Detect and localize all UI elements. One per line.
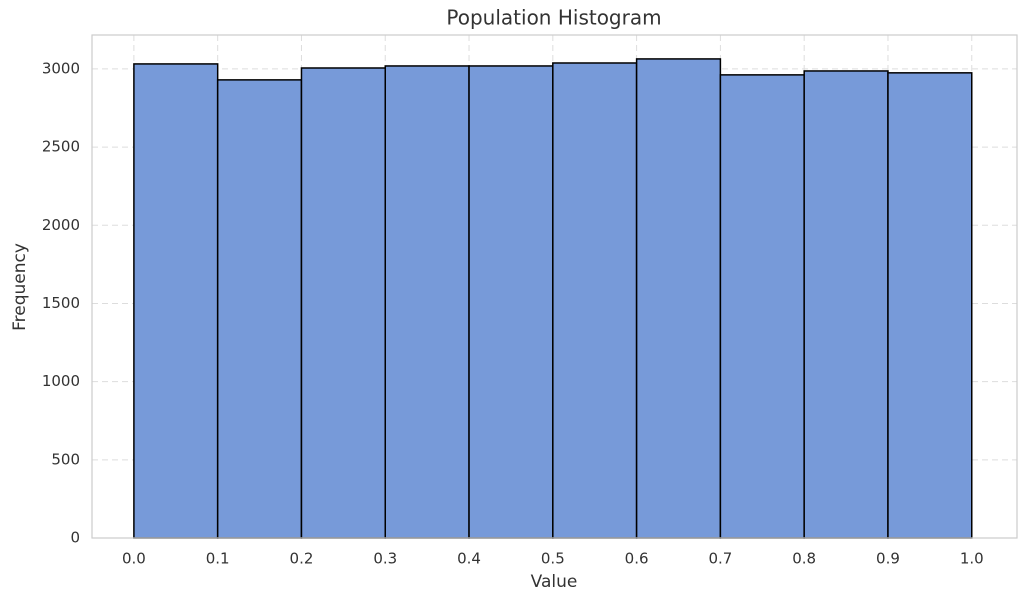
y-axis-label: Frequency: [10, 243, 30, 331]
x-tick-label: 0.5: [541, 550, 565, 568]
x-tick-label: 0.3: [373, 550, 397, 568]
plot-frame: [91, 34, 1018, 539]
bar: [719, 74, 805, 539]
chart-title: Population Histogram: [446, 6, 661, 30]
x-tick-label: 0.8: [792, 550, 816, 568]
x-tick-label: 0.1: [206, 550, 230, 568]
bar: [552, 62, 638, 539]
y-tick-label: 3000: [42, 59, 80, 77]
x-axis-label: Value: [531, 572, 578, 592]
y-tick-label: 1500: [42, 294, 80, 312]
x-tick-label: 0.2: [290, 550, 314, 568]
x-tick-label: 0.4: [457, 550, 481, 568]
bar: [133, 63, 219, 539]
y-tick-label: 2000: [42, 216, 80, 234]
y-tick-label: 0: [70, 529, 80, 547]
bar: [468, 65, 554, 539]
x-tick-label: 0.6: [625, 550, 649, 568]
y-tick-label: 1000: [42, 372, 80, 390]
x-tick-label: 1.0: [960, 550, 984, 568]
x-tick-label: 0.0: [122, 550, 146, 568]
bar: [803, 70, 889, 539]
bar: [300, 67, 387, 539]
x-tick-label: 0.7: [708, 550, 732, 568]
bar: [384, 65, 470, 539]
x-tick-label: 0.9: [876, 550, 900, 568]
bar: [887, 72, 973, 539]
y-tick-label: 500: [51, 450, 80, 468]
y-tick-label: 2500: [42, 138, 80, 156]
bar: [216, 79, 303, 539]
bar: [635, 58, 722, 539]
